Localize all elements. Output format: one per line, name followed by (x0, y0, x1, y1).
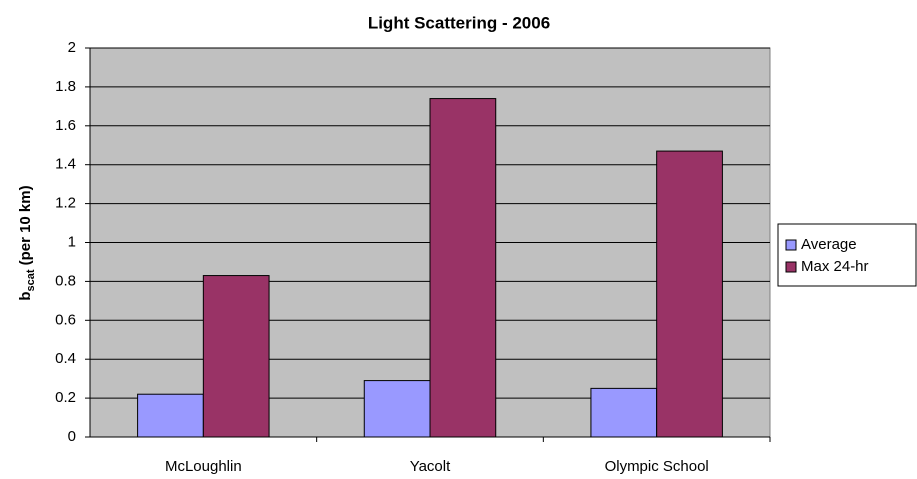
chart-title: Light Scattering - 2006 (368, 13, 550, 32)
legend-box (777, 223, 917, 287)
x-tick-label: McLoughlin (165, 458, 242, 475)
y-tick-label: 1.6 (55, 117, 76, 134)
y-tick-label: 0 (68, 428, 76, 445)
legend-label: Max 24-hr (801, 258, 869, 275)
y-tick-label: 1.4 (55, 156, 76, 173)
y-label-rest: (per 10 km) (17, 185, 34, 265)
y-tick-label: 0.4 (55, 350, 76, 367)
y-axis-label: bscat (per 10 km) (17, 185, 37, 300)
bar (202, 275, 270, 438)
y-label-sub: scat (25, 269, 37, 291)
y-tick-label: 2 (68, 39, 76, 56)
y-tick-label: 1.2 (55, 195, 76, 212)
y-label-main: b (17, 291, 34, 300)
legend-swatch (785, 239, 797, 251)
bar (656, 150, 723, 438)
bar (137, 393, 204, 438)
y-tick-label: 1.8 (55, 78, 76, 95)
y-tick-label: 0.8 (55, 272, 76, 289)
x-tick-label: Yacolt (410, 458, 451, 475)
y-tick-label: 1 (68, 233, 76, 250)
bar (590, 387, 658, 438)
legend-swatch (785, 261, 797, 273)
y-tick-label: 0.2 (55, 389, 76, 406)
bar (363, 380, 431, 438)
y-tick-label: 0.6 (55, 311, 76, 328)
x-tick-label: Olympic School (605, 458, 709, 475)
bar (429, 98, 497, 438)
legend-label: Average (801, 236, 857, 253)
